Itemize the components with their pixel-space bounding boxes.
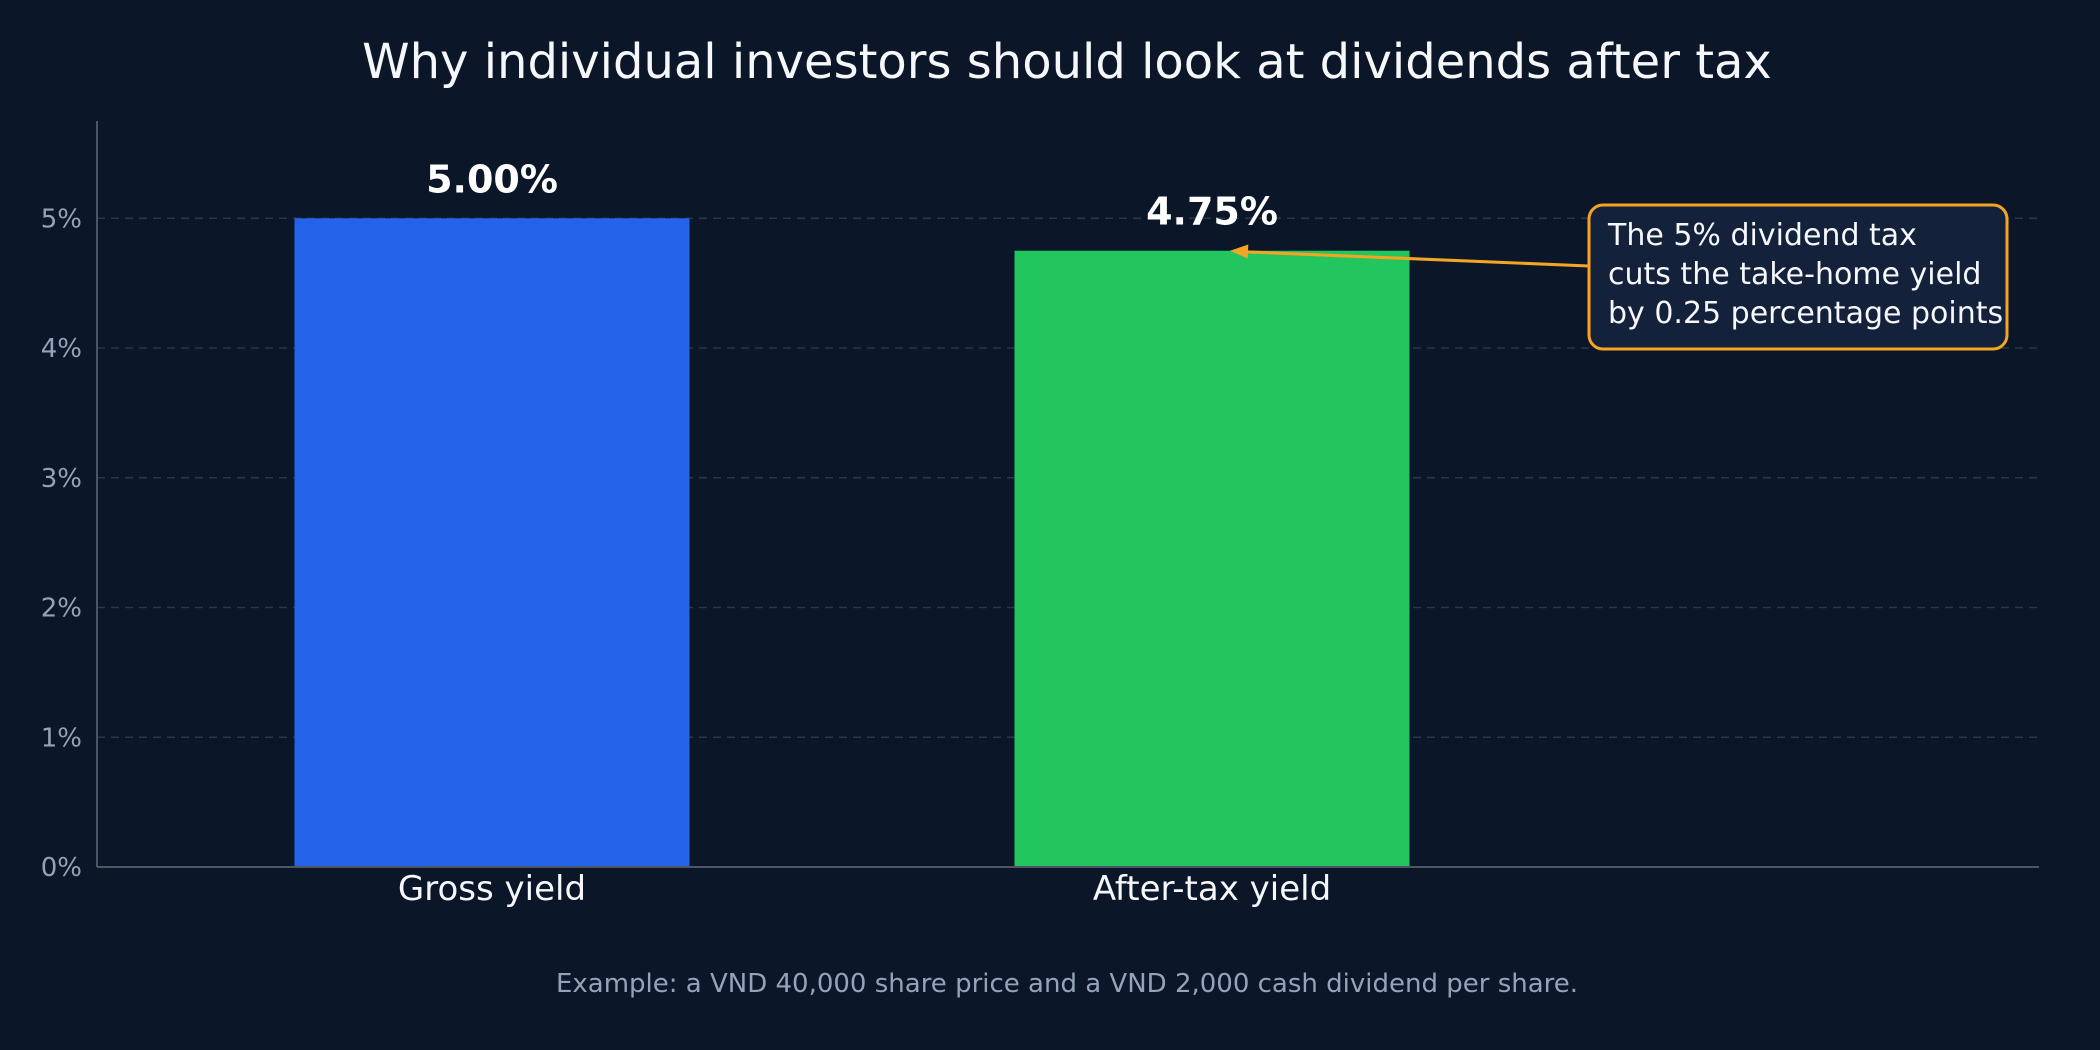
- category-label-0: Gross yield: [398, 869, 586, 909]
- annotation-arrowhead: [1230, 244, 1249, 259]
- y-tick-label-0: 0%: [41, 853, 82, 883]
- bar-after-tax-yield: [1014, 250, 1410, 867]
- annotation-line-3: by 0.25 percentage points: [1608, 296, 2003, 331]
- y-tick-label-4: 4%: [41, 334, 82, 364]
- value-label-1: 4.75%: [1146, 190, 1278, 234]
- y-tick-label-5: 5%: [41, 204, 82, 234]
- y-tick-label-1: 1%: [41, 723, 82, 753]
- annotation-line-2: cuts the take-home yield: [1608, 257, 1981, 292]
- y-tick-label-3: 3%: [41, 464, 82, 494]
- y-tick-label-2: 2%: [41, 594, 82, 624]
- annotation-box: [1587, 203, 2009, 351]
- annotation-callout: The 5% dividend tax cuts the take-home y…: [1230, 203, 2009, 351]
- annotation-line-1: The 5% dividend tax: [1607, 218, 1917, 253]
- axes: [96, 121, 2039, 868]
- value-labels: 5.00% 4.75%: [426, 157, 1278, 233]
- value-label-0: 5.00%: [426, 157, 558, 201]
- bars: [294, 218, 1410, 868]
- annotation-arrow-line: [1243, 250, 1590, 268]
- category-label-1: After-tax yield: [1093, 869, 1331, 909]
- chart-footnote: Example: a VND 40,000 share price and a …: [556, 969, 1578, 999]
- bar-gross-yield: [294, 218, 690, 868]
- chart-title: Why individual investors should look at …: [362, 34, 1772, 90]
- y-tick-labels: 0% 1% 2% 3% 4% 5%: [41, 204, 82, 883]
- category-labels: Gross yield After-tax yield: [398, 869, 1331, 909]
